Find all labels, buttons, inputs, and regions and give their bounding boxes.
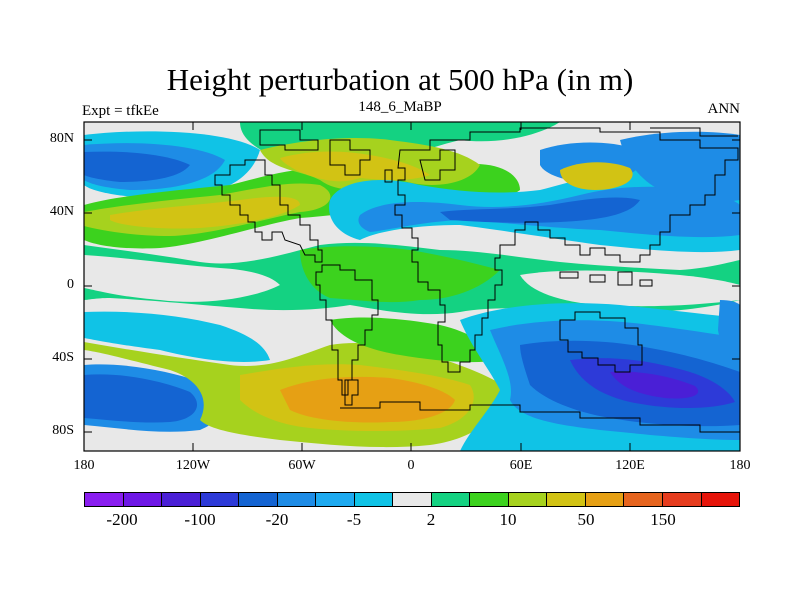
field-neg-asia-deep [440, 197, 640, 223]
field-neg-nw-pacific-deep [84, 151, 190, 182]
coast-eurasia-africa [394, 127, 739, 373]
colorbar-cell [585, 493, 625, 506]
coast-greenland [329, 139, 371, 176]
colorbar-cell [662, 493, 702, 506]
field-pos-na-peak [110, 196, 300, 229]
lon-label-60e: 60E [509, 458, 533, 473]
colorbar-label-50: 50 [577, 510, 595, 529]
colorbar-cell [470, 493, 509, 506]
height-field [84, 122, 740, 451]
colorbar-cell [239, 493, 278, 506]
colorbar-cell [354, 493, 394, 506]
field-neg-south-pac-w-core [84, 374, 198, 423]
colorbar-cell [316, 493, 355, 506]
lon-label-120e: 120E [615, 458, 645, 473]
colorbar-cell [431, 493, 471, 506]
experiment-label: Expt = tfkEe [82, 103, 159, 119]
lat-label-40s: 40S [52, 350, 74, 365]
colorbar-label-m5: -5 [346, 510, 362, 529]
coast-arctic-islands [259, 129, 319, 151]
colorbar-cell [701, 493, 740, 506]
lon-label-60w: 60W [288, 458, 316, 473]
lat-label-40n: 40N [49, 204, 74, 219]
field-pos-south-peak [280, 376, 455, 423]
colorbar-cell [162, 493, 201, 506]
colorbar-label-m200: -200 [106, 510, 138, 529]
field-neutral-tropical-pac [84, 255, 280, 302]
axis-ticks [84, 122, 740, 451]
colorbar-cell [123, 493, 163, 506]
colorbar-cell [85, 493, 124, 506]
field-pos-tropics-core [300, 246, 500, 303]
field-neg-indian-extreme [610, 371, 699, 399]
colorbar-cell [508, 493, 548, 506]
coast-maritime-continent [559, 271, 653, 287]
colorbar-cell [277, 493, 317, 506]
colorbar-label-150: 150 [650, 510, 676, 529]
colorbar-cell [547, 493, 586, 506]
coast-antarctic-peninsula [344, 379, 359, 406]
field-neutral-indian [520, 270, 740, 307]
colorbar-label-10: 10 [499, 510, 517, 529]
lat-label-80n: 80N [49, 131, 74, 146]
field-neg-npac-east [620, 131, 740, 202]
colorbar-cell [200, 493, 240, 506]
coast-antarctica [340, 401, 740, 433]
lon-label-0: 0 [407, 458, 415, 473]
colorbar-cell [624, 493, 663, 506]
coast-australia [559, 311, 643, 373]
season-label: ANN [707, 101, 741, 117]
plot-title: Height perturbation at 500 hPa (in m) [166, 62, 634, 97]
lat-label-80s: 80S [52, 423, 74, 438]
colorbar-label-m20: -20 [265, 510, 289, 529]
coast-north-america [214, 159, 323, 263]
lon-label-180w: 180 [73, 458, 95, 473]
field-neg-south-pac [84, 311, 270, 362]
colorbar-cell [393, 493, 432, 506]
lat-label-eq: 0 [67, 277, 74, 292]
colorbar [84, 492, 740, 507]
colorbar-label-m100: -100 [184, 510, 216, 529]
coast-arctic-ne [650, 127, 738, 137]
case-label: 148_6_MaBP [358, 99, 442, 115]
colorbar-label-2: 2 [426, 510, 436, 529]
coastlines [214, 127, 740, 433]
field-pos-siberia [560, 162, 633, 190]
lon-label-120w: 120W [175, 458, 211, 473]
lon-label-180e: 180 [729, 458, 751, 473]
field-neg-east-pac-south [718, 300, 740, 360]
coast-uk-scandinavia [384, 149, 456, 183]
